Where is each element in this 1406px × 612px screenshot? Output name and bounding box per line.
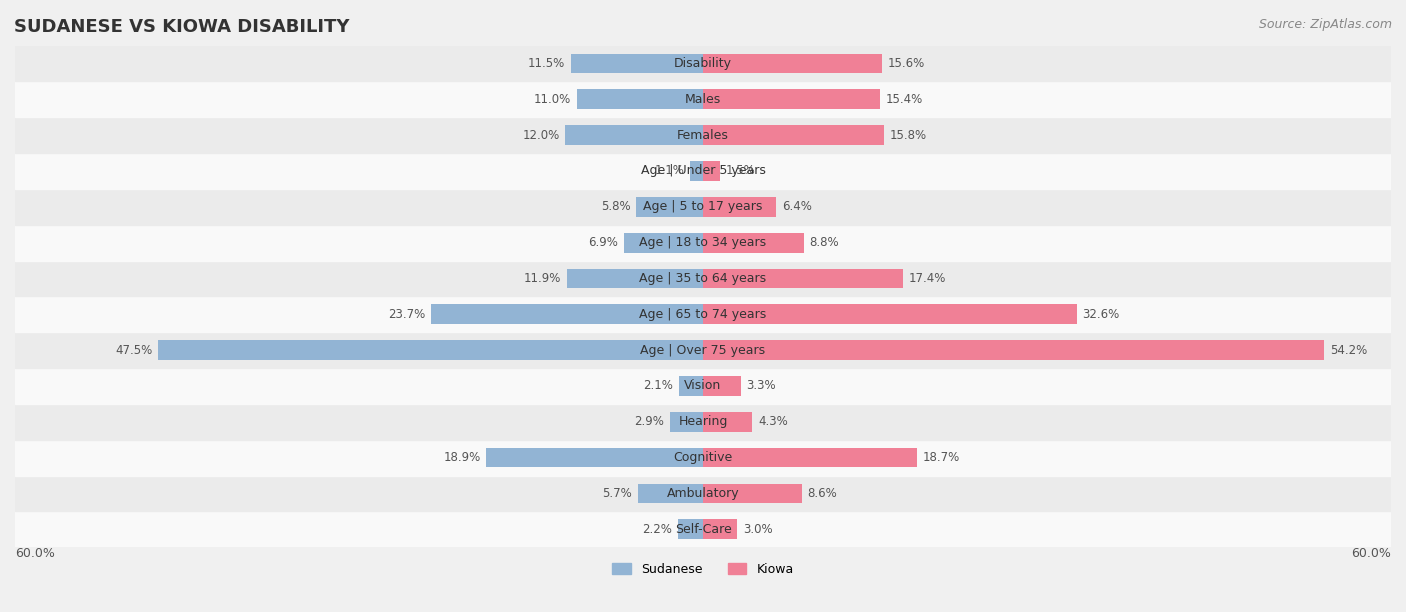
Bar	[15, 261, 1391, 296]
Bar	[703, 304, 1077, 324]
Text: Self-Care: Self-Care	[675, 523, 731, 536]
Bar	[571, 54, 703, 73]
Bar	[15, 439, 1391, 476]
Bar	[624, 233, 703, 253]
Text: 3.3%: 3.3%	[747, 379, 776, 392]
Text: 23.7%: 23.7%	[388, 308, 426, 321]
Text: 1.5%: 1.5%	[725, 165, 755, 177]
Text: 15.4%: 15.4%	[886, 93, 922, 106]
Bar	[669, 412, 703, 431]
Bar	[637, 197, 703, 217]
Text: 5.7%: 5.7%	[602, 487, 631, 500]
Text: 6.9%: 6.9%	[588, 236, 619, 249]
Bar	[15, 476, 1391, 512]
Bar	[703, 269, 903, 288]
Bar	[432, 304, 703, 324]
Text: 1.1%: 1.1%	[655, 165, 685, 177]
Text: 60.0%: 60.0%	[15, 547, 55, 560]
Text: Disability: Disability	[673, 57, 733, 70]
Bar	[703, 125, 884, 145]
Text: 11.5%: 11.5%	[529, 57, 565, 70]
Text: 15.6%: 15.6%	[887, 57, 925, 70]
Bar	[15, 81, 1391, 118]
Bar	[703, 448, 918, 468]
Text: Source: ZipAtlas.com: Source: ZipAtlas.com	[1258, 18, 1392, 31]
Text: 2.2%: 2.2%	[643, 523, 672, 536]
Bar	[15, 46, 1391, 81]
Bar	[159, 340, 703, 360]
Bar	[567, 269, 703, 288]
Bar	[576, 89, 703, 109]
Bar	[15, 332, 1391, 368]
Bar	[15, 118, 1391, 153]
Text: 15.8%: 15.8%	[890, 129, 927, 141]
Text: 32.6%: 32.6%	[1083, 308, 1119, 321]
Bar	[15, 189, 1391, 225]
Bar	[678, 520, 703, 539]
Text: Cognitive: Cognitive	[673, 451, 733, 464]
Text: 12.0%: 12.0%	[523, 129, 560, 141]
Text: 47.5%: 47.5%	[115, 343, 153, 357]
Text: Hearing: Hearing	[678, 416, 728, 428]
Bar	[638, 483, 703, 503]
Text: Age | 35 to 64 years: Age | 35 to 64 years	[640, 272, 766, 285]
Text: Age | 5 to 17 years: Age | 5 to 17 years	[644, 200, 762, 214]
Text: 2.9%: 2.9%	[634, 416, 664, 428]
Text: 3.0%: 3.0%	[744, 523, 773, 536]
Bar	[15, 368, 1391, 404]
Text: SUDANESE VS KIOWA DISABILITY: SUDANESE VS KIOWA DISABILITY	[14, 18, 350, 36]
Text: 2.1%: 2.1%	[644, 379, 673, 392]
Bar	[15, 512, 1391, 547]
Bar	[703, 161, 720, 181]
Legend: Sudanese, Kiowa: Sudanese, Kiowa	[607, 558, 799, 581]
Bar	[565, 125, 703, 145]
Bar	[703, 412, 752, 431]
Text: Age | 65 to 74 years: Age | 65 to 74 years	[640, 308, 766, 321]
Bar	[703, 376, 741, 396]
Text: 18.9%: 18.9%	[443, 451, 481, 464]
Bar	[486, 448, 703, 468]
Text: Age | Over 75 years: Age | Over 75 years	[641, 343, 765, 357]
Bar	[690, 161, 703, 181]
Bar	[15, 225, 1391, 261]
Text: 8.6%: 8.6%	[807, 487, 837, 500]
Text: 11.9%: 11.9%	[523, 272, 561, 285]
Text: 8.8%: 8.8%	[810, 236, 839, 249]
Text: 17.4%: 17.4%	[908, 272, 946, 285]
Text: 5.8%: 5.8%	[602, 200, 631, 214]
Bar	[679, 376, 703, 396]
Text: 54.2%: 54.2%	[1330, 343, 1368, 357]
Bar	[703, 520, 737, 539]
Bar	[15, 153, 1391, 189]
Text: 4.3%: 4.3%	[758, 416, 787, 428]
Text: Females: Females	[678, 129, 728, 141]
Bar	[703, 54, 882, 73]
Bar	[703, 197, 776, 217]
Text: Males: Males	[685, 93, 721, 106]
Text: 18.7%: 18.7%	[924, 451, 960, 464]
Text: Vision: Vision	[685, 379, 721, 392]
Bar	[703, 89, 880, 109]
Text: 6.4%: 6.4%	[782, 200, 813, 214]
Bar	[703, 483, 801, 503]
Text: Ambulatory: Ambulatory	[666, 487, 740, 500]
Text: 60.0%: 60.0%	[1351, 547, 1391, 560]
Text: Age | 18 to 34 years: Age | 18 to 34 years	[640, 236, 766, 249]
Text: 11.0%: 11.0%	[534, 93, 571, 106]
Bar	[703, 233, 804, 253]
Bar	[15, 404, 1391, 439]
Text: Age | Under 5 years: Age | Under 5 years	[641, 165, 765, 177]
Bar	[15, 296, 1391, 332]
Bar	[703, 340, 1324, 360]
